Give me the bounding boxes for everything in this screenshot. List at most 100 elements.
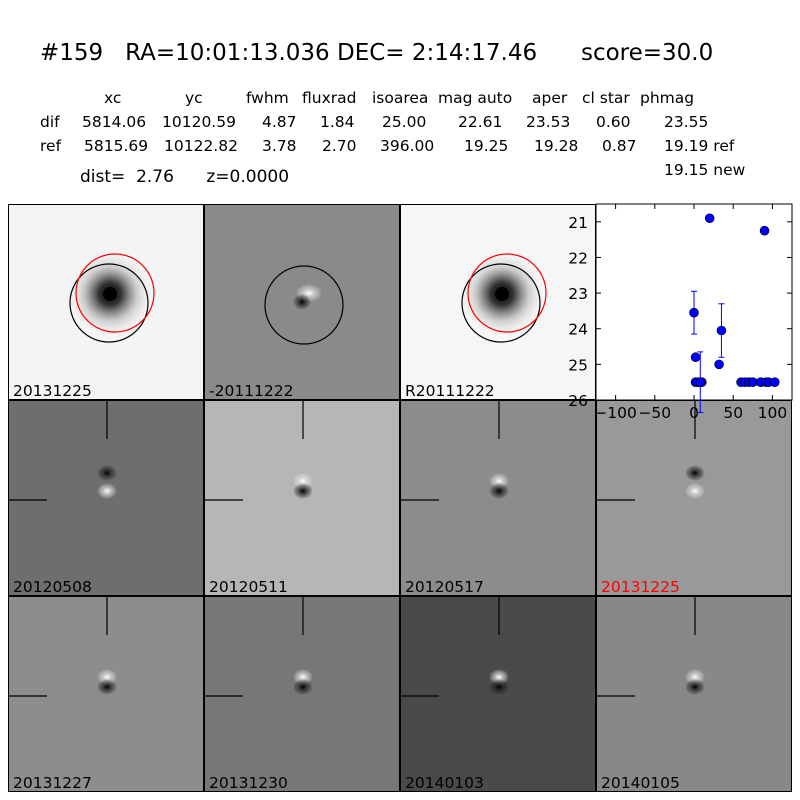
table-cell: 19.19 ref — [664, 137, 735, 155]
data-point — [690, 377, 701, 387]
star-core — [103, 287, 117, 301]
data-point — [716, 325, 727, 336]
stamp-date-label: 20140105 — [601, 774, 680, 792]
row-label: ref — [40, 137, 62, 155]
column-header: mag auto — [438, 89, 513, 107]
table-cell: 10120.59 — [162, 113, 236, 131]
stamp-panel: 20140105 — [596, 596, 792, 792]
table-cell: 10122.82 — [164, 137, 238, 155]
stamp-image — [597, 597, 705, 697]
stamp-image — [205, 597, 313, 697]
stamp-date-label: 20131230 — [209, 774, 288, 792]
table-cell: 0.60 — [596, 113, 631, 131]
stamp-panel: R20111222 — [400, 204, 596, 400]
residual-blob-lower — [293, 483, 313, 499]
column-header: aper — [532, 89, 568, 107]
residual-blob-lower — [489, 679, 509, 695]
data-point — [763, 377, 774, 387]
stamp-panel: 20131227 — [8, 596, 204, 792]
residual-blob-lower — [685, 483, 705, 499]
table-cell: 5814.06 — [82, 113, 147, 131]
star-core — [495, 287, 509, 301]
stamp-panel: 20131225 — [596, 400, 792, 596]
stamp-image — [9, 401, 117, 501]
stamp-date-label: 20120517 — [405, 578, 484, 596]
column-header: fluxrad — [302, 89, 357, 107]
aperture-red-circle — [75, 253, 155, 333]
aperture-black-circle — [461, 263, 541, 343]
table-cell: 2.70 — [322, 137, 357, 155]
column-header: xc — [104, 89, 122, 107]
stamp-image — [264, 265, 344, 345]
stamp-image — [65, 249, 155, 343]
table-cell: 19.28 — [534, 137, 579, 155]
stamp-date-label: 20131227 — [13, 774, 92, 792]
stamp-panel: 20120517 — [400, 400, 596, 596]
data-point — [693, 377, 703, 387]
table-cell: 1.84 — [320, 113, 355, 131]
data-point — [689, 307, 699, 318]
stamp-image — [401, 597, 509, 697]
column-header: phmag — [640, 89, 695, 107]
stamp-date-label: 20131225 — [13, 382, 92, 400]
data-point — [747, 377, 758, 387]
table-cell: 25.00 — [382, 113, 427, 131]
data-point — [769, 377, 780, 387]
data-point — [690, 352, 701, 363]
residual-blob-lower — [97, 483, 117, 499]
stamp-date-label: 20140103 — [405, 774, 484, 792]
table-cell: 23.55 — [664, 113, 709, 131]
residual-blob-lower — [489, 483, 509, 499]
table-cell: 3.78 — [262, 137, 297, 155]
table-cell: 19.25 — [464, 137, 509, 155]
stamp-date-label: 20131225 — [601, 578, 680, 596]
aperture-black-circle — [264, 265, 344, 345]
stamp-date-label: -20111222 — [209, 382, 294, 400]
data-point — [714, 359, 724, 370]
residual-blob-lower — [685, 679, 705, 695]
data-point — [761, 377, 771, 387]
plot-frame — [595, 203, 793, 401]
stamp-date-label: R20111222 — [405, 382, 495, 400]
stamp-panel: -20111222 — [204, 204, 400, 400]
stamp-panel: 20131230 — [204, 596, 400, 792]
stamp-date-label: 20120511 — [209, 578, 288, 596]
distance-line: dist= 2.76 z=0.0000 — [80, 167, 290, 187]
stamp-date-label: 20120508 — [13, 578, 92, 596]
data-point — [697, 377, 707, 387]
column-header: yc — [185, 89, 203, 107]
table-cell: 396.00 — [380, 137, 435, 155]
stamp-panel: 20120511 — [204, 400, 400, 596]
stamp-image — [9, 597, 117, 697]
column-header: fwhm — [246, 89, 289, 107]
data-point — [744, 377, 754, 387]
diff-negative-blob — [293, 294, 311, 310]
table-cell: 4.87 — [262, 113, 297, 131]
column-header: cl star — [582, 89, 630, 107]
aperture-black-circle — [69, 263, 149, 343]
data-point — [704, 213, 715, 224]
stamp-panel: 20120508 — [8, 400, 204, 596]
residual-blob-lower — [97, 679, 117, 695]
data-point — [695, 377, 706, 387]
residual-blob-upper — [685, 465, 705, 481]
residual-blob-upper — [97, 465, 117, 481]
stamp-image — [457, 249, 547, 343]
new-mag-note: 19.15 new — [664, 161, 746, 179]
row-label: dif — [40, 113, 60, 131]
stamp-image — [401, 401, 509, 501]
data-point — [759, 225, 770, 236]
residual-blob-lower — [293, 679, 313, 695]
stamp-image — [597, 401, 705, 501]
table-cell: 22.61 — [458, 113, 503, 131]
aperture-red-circle — [467, 253, 547, 333]
stamp-image — [205, 401, 313, 501]
data-point — [740, 377, 750, 387]
stamp-panel: 20131225 — [8, 204, 204, 400]
table-cell: 0.87 — [602, 137, 637, 155]
data-point — [736, 377, 746, 387]
table-cell: 23.53 — [526, 113, 571, 131]
page-title: #159 RA=10:01:13.036 DEC= 2:14:17.46 sco… — [40, 40, 714, 66]
data-point — [695, 377, 706, 387]
stamp-panel: 20140103 — [400, 596, 596, 792]
